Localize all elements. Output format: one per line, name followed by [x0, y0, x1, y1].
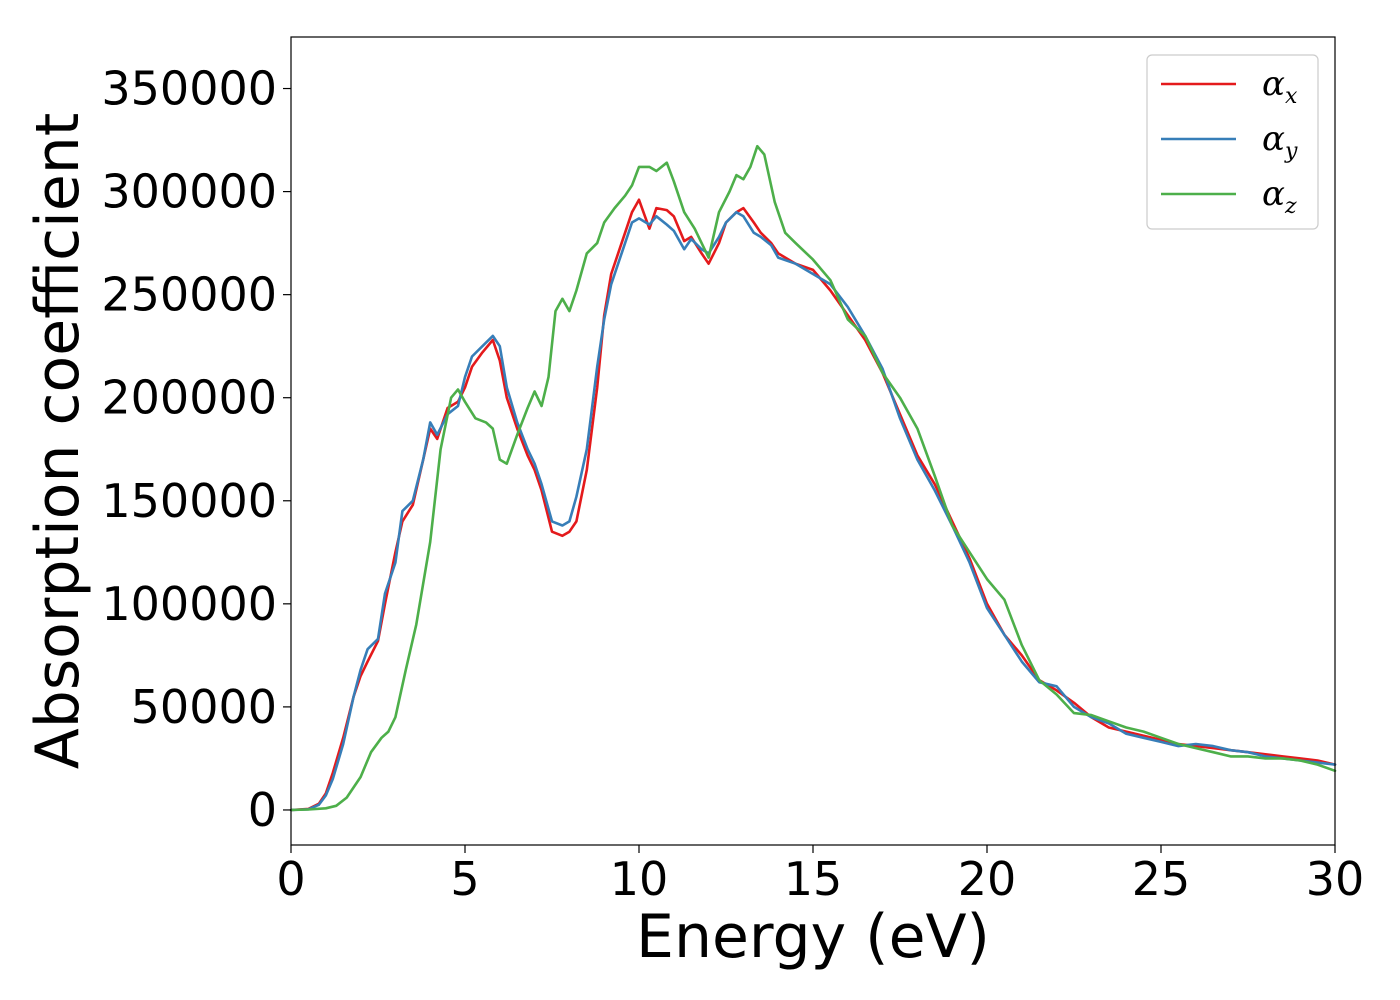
- x-tick-label: 10: [610, 852, 669, 906]
- legend-symbol: α: [1262, 119, 1285, 159]
- y-axis-label: Absorption coefficient: [23, 113, 93, 770]
- x-axis-label: Energy (eV): [636, 902, 990, 972]
- legend-subscript: z: [1284, 194, 1297, 219]
- y-tick-label: 0: [248, 783, 277, 837]
- legend-label-x: αx: [1262, 64, 1298, 109]
- legend-label-z: αz: [1262, 174, 1297, 219]
- series-lines: [289, 144, 1337, 812]
- y-tick-label: 200000: [101, 371, 277, 425]
- x-tick-label: 15: [784, 852, 843, 906]
- legend-box: [1146, 54, 1319, 230]
- legend-subscript: y: [1284, 139, 1298, 164]
- legend-subscript: x: [1285, 84, 1298, 109]
- legend-symbol: α: [1262, 174, 1285, 214]
- legend-label-y: αy: [1262, 119, 1298, 164]
- y-tick-label: 350000: [101, 62, 277, 116]
- x-tick-label: 25: [1132, 852, 1191, 906]
- series-line-z: [289, 144, 1337, 812]
- x-axis-ticks: 0 5 10 15 20 25 30: [276, 845, 1364, 906]
- y-tick-label: 300000: [101, 165, 277, 219]
- y-axis-ticks: 0 50000 100000 150000 200000 250000 300000 3500…: [101, 62, 291, 837]
- legend-symbol: α: [1262, 64, 1285, 104]
- x-tick-label: 5: [450, 852, 479, 906]
- y-tick-label: 250000: [101, 268, 277, 322]
- y-tick-label: 150000: [101, 474, 277, 528]
- series-line-y: [289, 210, 1337, 812]
- x-tick-label: 0: [276, 852, 305, 906]
- x-tick-label: 30: [1306, 852, 1365, 906]
- y-tick-label: 50000: [131, 680, 277, 734]
- y-tick-label: 100000: [101, 577, 277, 631]
- x-tick-label: 20: [958, 852, 1017, 906]
